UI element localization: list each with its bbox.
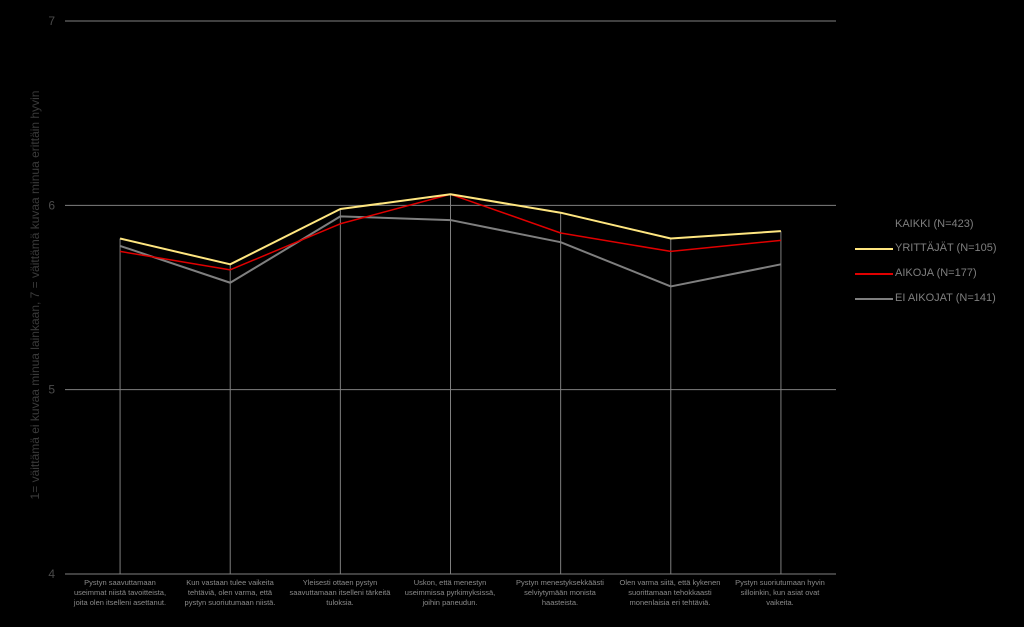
- x-tick-label-6: Olen varma siitä, että kykenen suorittam…: [619, 578, 721, 607]
- y-tick-label: 4: [48, 567, 55, 581]
- legend-item-yrittajat[interactable]: YRITTÄJÄT (N=105): [853, 236, 1018, 261]
- x-tick-label-3: Yleisesti ottaen pystyn saavuttamaan its…: [289, 578, 391, 607]
- x-tick-label-1: Pystyn saavuttamaan useimmat niistä tavo…: [73, 578, 167, 607]
- legend-label: AIKOJA (N=177): [895, 267, 977, 279]
- legend-swatch: [855, 298, 893, 300]
- x-tick-label-4: Uskon, että menestyn useimmissa pyrkimyk…: [404, 578, 496, 607]
- legend-item-ei-aikojat[interactable]: EI AIKOJAT (N=141): [853, 286, 1018, 311]
- y-axis-title-text: 1= väittämä ei kuvaa minua lainkaan, 7 =…: [28, 90, 42, 500]
- legend-label: EI AIKOJAT (N=141): [895, 292, 996, 304]
- x-tick-label-5: Pystyn menestyksekkäästi selviytymään mo…: [516, 578, 604, 607]
- legend-swatch: [855, 273, 893, 275]
- series-line-1: [119, 193, 781, 266]
- y-tick-label: 6: [48, 198, 55, 212]
- legend-swatch: [855, 248, 893, 250]
- x-tick-label-7: Pystyn suoriutumaan hyvin silloinkin, ku…: [735, 578, 825, 607]
- y-axis-title: 1= väittämä ei kuvaa minua lainkaan, 7 =…: [28, 91, 45, 500]
- legend: KAIKKI (N=423) YRITTÄJÄT (N=105) AIKOJA …: [853, 212, 1018, 311]
- series-line-3: [119, 215, 782, 288]
- y-tick-label: 7: [48, 14, 55, 28]
- y-tick-label: 5: [48, 383, 55, 397]
- legend-title: KAIKKI (N=423): [895, 218, 974, 230]
- legend-item-aikoja[interactable]: AIKOJA (N=177): [853, 261, 1018, 286]
- legend-label: YRITTÄJÄT (N=105): [895, 242, 997, 254]
- x-tick-label-2: Kun vastaan tulee vaikeita tehtäviä, ole…: [184, 578, 276, 607]
